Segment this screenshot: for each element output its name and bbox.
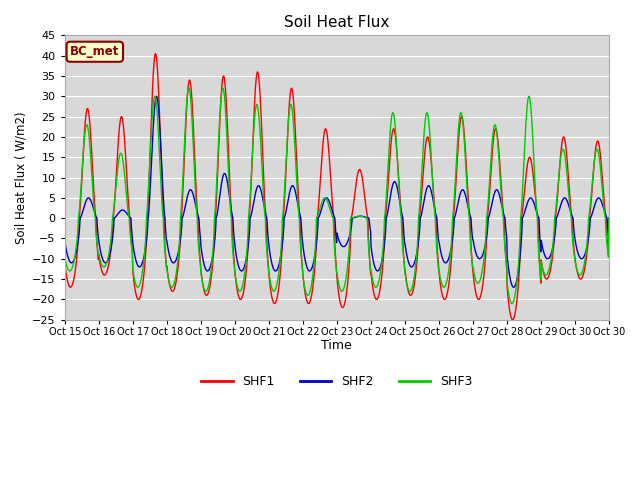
- SHF2: [598, 202, 606, 207]
- SHF1: [61, 260, 68, 265]
- Y-axis label: Soil Heat Flux ( W/m2): Soil Heat Flux ( W/m2): [15, 111, 28, 244]
- SHF3: [465, 215, 473, 220]
- SHF2: [146, 193, 154, 199]
- SHF1: [605, 216, 612, 221]
- SHF2: [323, 195, 330, 201]
- SHF3: [146, 159, 154, 165]
- SHF3: [312, 216, 320, 221]
- X-axis label: Time: Time: [321, 339, 352, 352]
- SHF2: [61, 238, 68, 243]
- Line: SHF1: SHF1: [65, 54, 609, 320]
- SHF2: [509, 284, 517, 290]
- SHF3: [323, 197, 330, 203]
- SHF3: [508, 300, 516, 306]
- SHF2: [545, 255, 553, 261]
- SHF3: [605, 216, 612, 221]
- SHF2: [312, 241, 320, 247]
- Line: SHF2: SHF2: [65, 96, 609, 287]
- SHF1: [152, 51, 159, 57]
- SHF1: [598, 177, 606, 183]
- SHF1: [146, 159, 154, 165]
- SHF1: [545, 272, 553, 277]
- SHF3: [545, 265, 553, 271]
- SHF2: [605, 216, 612, 221]
- SHF2: [465, 209, 473, 215]
- SHF3: [219, 85, 227, 91]
- Legend: SHF1, SHF2, SHF3: SHF1, SHF2, SHF3: [196, 370, 477, 393]
- SHF1: [509, 317, 516, 323]
- SHF1: [312, 240, 320, 245]
- SHF1: [323, 129, 330, 134]
- Text: BC_met: BC_met: [70, 45, 120, 58]
- Title: Soil Heat Flux: Soil Heat Flux: [284, 15, 390, 30]
- SHF3: [598, 189, 606, 195]
- SHF1: [465, 208, 473, 214]
- Line: SHF3: SHF3: [65, 88, 609, 303]
- SHF2: [153, 94, 161, 99]
- SHF3: [61, 254, 68, 260]
